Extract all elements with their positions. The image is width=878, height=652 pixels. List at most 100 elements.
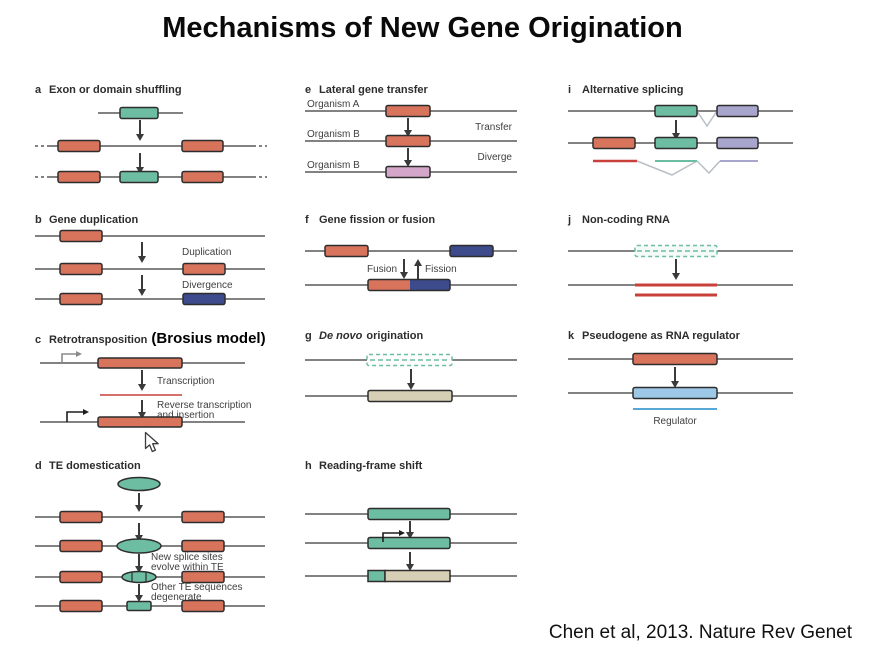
organism-b-row: Organism B — [305, 129, 517, 148]
separate-genes-row — [305, 244, 517, 258]
recipient-gene-row — [35, 139, 267, 153]
panel-letter: j — [568, 214, 572, 226]
down-arrow — [135, 493, 143, 512]
gene-box-pink — [385, 165, 431, 179]
spliced-transcript-row — [593, 159, 758, 176]
te-ellipse — [117, 476, 161, 492]
pseudogene-box-lightblue — [632, 386, 718, 400]
fused-gene-outline — [367, 278, 451, 292]
gene-box-beige — [367, 389, 453, 403]
reverse-transcription-label: Reverse transcription — [157, 400, 251, 411]
panel-e: e Lateral gene transfer Organism A Transf… — [305, 84, 523, 180]
te-inserted-row — [35, 538, 265, 554]
gene-box-salmon — [97, 357, 183, 369]
panel-letter: e — [305, 84, 312, 96]
exon-box-salmon — [181, 599, 225, 613]
panel-i-header: i Alternative splicing — [568, 84, 796, 96]
panel-h-header: h Reading-frame shift — [305, 460, 523, 472]
panel-a: a Exon or domain shuffling — [35, 84, 267, 194]
panel-d-diagram: New splice sites evolve within TE Other … — [35, 476, 265, 613]
gene-box-salmon — [59, 229, 103, 243]
transfer-label: Transfer — [475, 122, 513, 133]
panel-b-diagram: Duplication Divergence — [35, 229, 265, 306]
panel-j: j Non-coding RNA — [568, 214, 796, 302]
shuffled-gene-row — [35, 170, 267, 184]
remnant-box-teal — [367, 569, 386, 583]
gene-box-salmon — [324, 244, 369, 258]
promoter-arrow — [66, 409, 89, 422]
three-exon-row — [568, 136, 793, 150]
exon-box-salmon — [57, 139, 101, 153]
regulator-label: Regulator — [653, 416, 697, 427]
organism-b-label: Organism B — [307, 160, 360, 171]
gene-row — [568, 352, 793, 366]
down-arrow — [138, 242, 146, 263]
retrogene-row — [40, 409, 245, 428]
gene-box-salmon — [97, 416, 183, 428]
panel-d-header: d TE domestication — [35, 460, 270, 472]
exon-box-salmon — [181, 139, 224, 153]
gene-box-salmon — [182, 262, 226, 276]
duplication-label: Duplication — [182, 247, 231, 258]
intron-splice-path — [636, 160, 698, 176]
panel-title: Retrotransposition — [49, 334, 148, 346]
panel-title: Reading-frame shift — [319, 460, 423, 472]
panel-e-diagram: Organism A Transfer Organism B Diverge O… — [305, 99, 517, 179]
new-splice-sites-label: New splice sites — [151, 552, 223, 563]
two-exon-row — [568, 104, 793, 128]
down-arrow — [406, 521, 414, 539]
exon-box-teal — [119, 106, 159, 120]
brosius-annotation: (Brosius model) — [151, 330, 266, 347]
down-arrow — [136, 153, 144, 174]
panel-g-diagram — [305, 353, 517, 403]
down-arrow — [135, 584, 143, 602]
other-te-label: Other TE sequences — [151, 582, 243, 593]
panel-letter: d — [35, 460, 42, 472]
gene-box-salmon — [59, 262, 103, 276]
panel-title: Lateral gene transfer — [319, 84, 428, 96]
source-gene-row — [40, 351, 245, 369]
organism-a-label: Organism A — [307, 99, 360, 110]
panel-title: Non-coding RNA — [582, 214, 670, 226]
ncrna-dashed-box — [634, 244, 718, 258]
exon-box-salmon — [57, 170, 101, 184]
mouse-cursor — [144, 431, 159, 453]
panel-e-header: e Lateral gene transfer — [305, 84, 523, 96]
non-coding-locus-row — [568, 244, 793, 258]
panel-title: Gene duplication — [49, 214, 139, 226]
panel-title: TE domestication — [49, 460, 141, 472]
panel-title: Alternative splicing — [582, 84, 684, 96]
exon-box-lavender — [716, 136, 759, 150]
down-arrow — [138, 275, 146, 296]
organism-a-row: Organism A — [305, 99, 517, 118]
promoter-arrow — [382, 530, 405, 542]
panel-h-diagram — [305, 507, 517, 583]
gene-box-salmon — [385, 104, 431, 118]
exon-box-salmon — [181, 539, 225, 553]
transcription-label: Transcription — [157, 376, 214, 387]
duplicated-row — [35, 262, 265, 276]
panel-b-header: b Gene duplication — [35, 214, 267, 226]
panel-title-italic: De novo — [319, 330, 363, 342]
panel-title: Pseudogene as RNA regulator — [582, 330, 740, 342]
panel-g-header: g De novo origination — [305, 330, 523, 342]
panel-title: origination — [366, 330, 424, 342]
shifted-start-row — [305, 530, 517, 550]
splice-sites-row — [35, 570, 265, 584]
te-ellipse-small — [121, 570, 157, 584]
exon-box-lavender — [716, 104, 759, 118]
panel-k-header: k Pseudogene as RNA regulator — [568, 330, 796, 342]
exon-box-salmon — [59, 570, 103, 584]
down-arrow — [404, 118, 412, 137]
down-arrow — [400, 259, 408, 279]
new-exon-box-teal — [126, 600, 152, 612]
fused-half-navy — [410, 279, 450, 291]
degenerate-label: degenerate — [151, 592, 202, 603]
panel-j-header: j Non-coding RNA — [568, 214, 796, 226]
gene-box-teal — [367, 507, 451, 521]
exon-box-salmon — [181, 170, 224, 184]
panel-letter: h — [305, 460, 312, 472]
panel-title: Gene fission or fusion — [319, 214, 436, 226]
panel-k: k Pseudogene as RNA regulator Regulator — [568, 330, 796, 432]
down-arrow — [138, 370, 146, 391]
